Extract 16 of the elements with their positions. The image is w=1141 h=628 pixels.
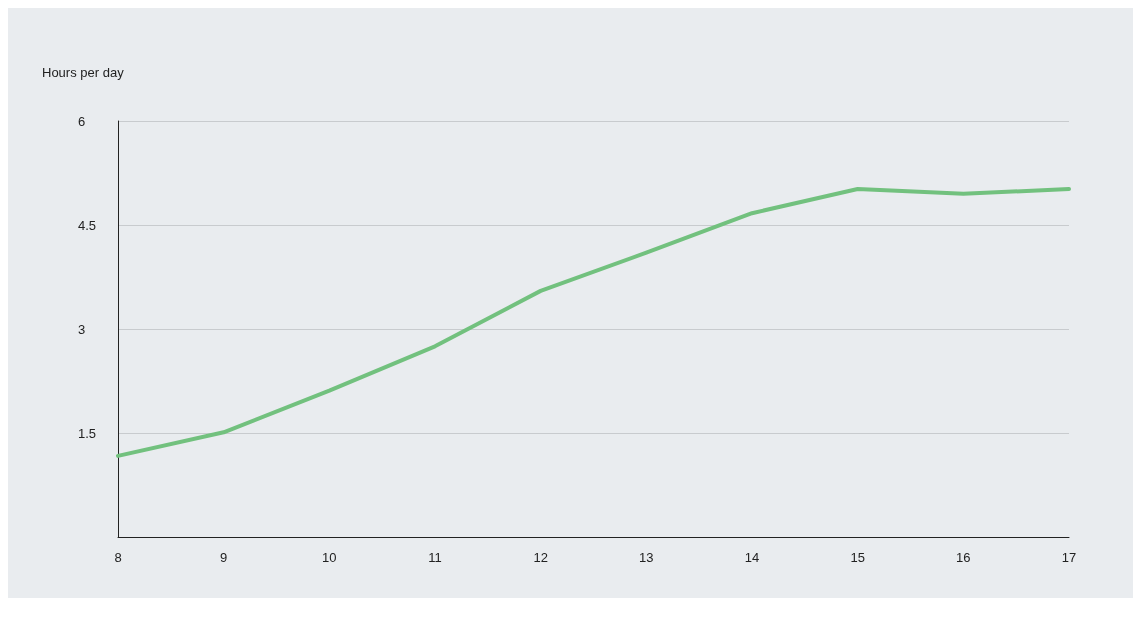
x-tick-label: 12 [533, 550, 548, 565]
x-tick-label: 14 [744, 550, 760, 565]
y-axis-title: Hours per day [42, 65, 125, 80]
y-tick-label: 1.5 [78, 425, 97, 441]
y-tick-label: 6 [78, 113, 86, 129]
y-tick-label: 3 [78, 321, 86, 337]
x-tick-label: 16 [956, 550, 971, 565]
x-tick-label: 10 [322, 550, 337, 565]
x-tick-label: 11 [428, 550, 442, 565]
line-series [116, 186, 1071, 458]
x-tick-label: 17 [1061, 550, 1077, 565]
x-tick-label: 8 [114, 550, 122, 565]
x-tick-label: 13 [639, 550, 654, 565]
x-tick-label: 15 [850, 550, 865, 565]
y-tick-label: 4.5 [78, 217, 97, 233]
x-tick-label: 9 [220, 550, 228, 565]
